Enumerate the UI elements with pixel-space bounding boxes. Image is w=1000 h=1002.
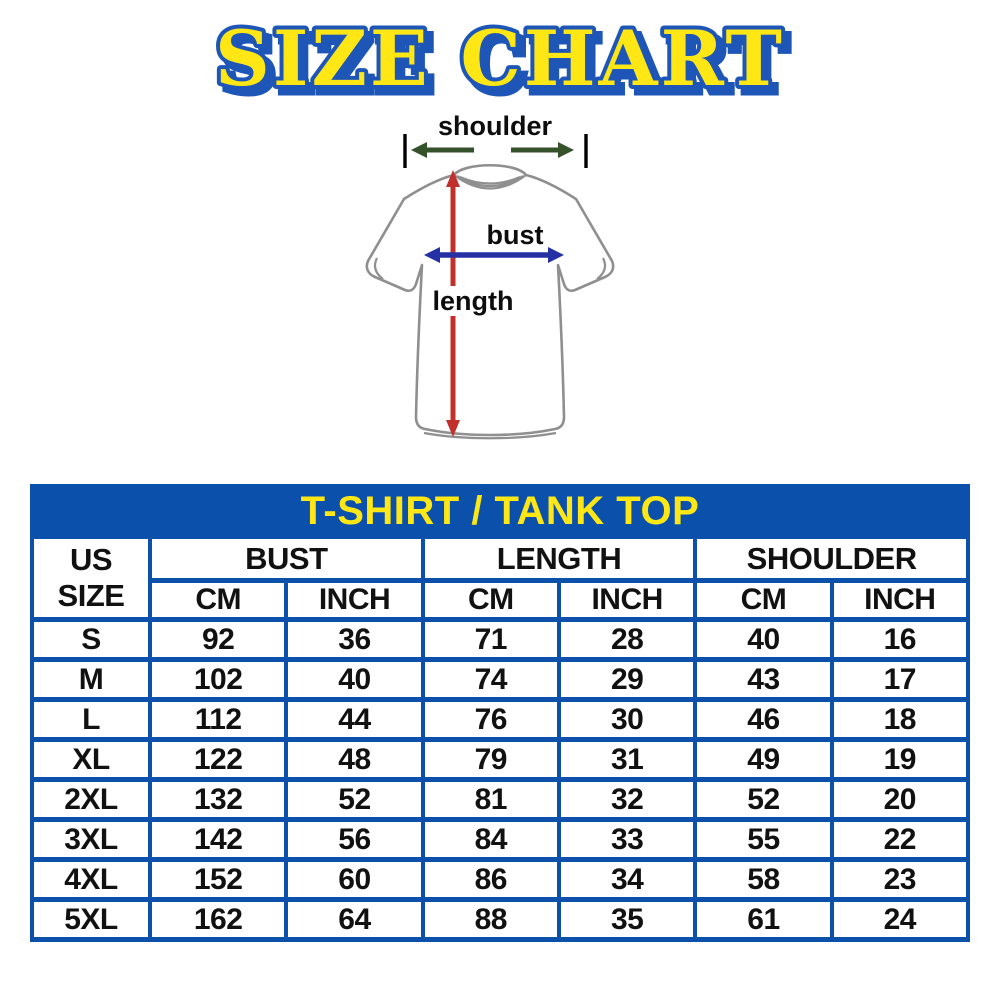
table-row: 5XL 162 64 88 35 61 24 xyxy=(30,897,971,942)
value-cell: 49 xyxy=(693,737,834,782)
value-cell: 29 xyxy=(556,657,698,702)
value-cell: 17 xyxy=(829,657,971,702)
size-cell: 4XL xyxy=(30,857,152,902)
sleeve-cuff-lines xyxy=(373,257,607,280)
size-table: T-SHIRT / TANK TOP US SIZE BUST LENGTH S… xyxy=(30,484,971,942)
unit-header-length-inch: INCH xyxy=(556,578,698,622)
value-cell: 43 xyxy=(693,657,834,702)
value-cell: 92 xyxy=(147,617,289,662)
value-cell: 55 xyxy=(693,817,834,862)
value-cell: 52 xyxy=(693,777,834,822)
value-cell: 71 xyxy=(420,617,561,662)
size-cell: M xyxy=(30,657,152,702)
size-cell: S xyxy=(30,617,152,662)
bust-label: bust xyxy=(487,220,544,250)
size-table-grid: T-SHIRT / TANK TOP US SIZE BUST LENGTH S… xyxy=(30,484,971,942)
shoulder-arrows xyxy=(403,134,588,168)
value-cell: 24 xyxy=(829,897,971,942)
value-cell: 102 xyxy=(147,657,289,702)
table-row: 4XL 152 60 86 34 58 23 xyxy=(30,857,971,902)
table-row: M 102 40 74 29 43 17 xyxy=(30,657,971,702)
collar-lines xyxy=(453,174,527,190)
col-group-bust: BUST xyxy=(148,534,425,583)
value-cell: 142 xyxy=(147,817,289,862)
unit-header-shoulder-inch: INCH xyxy=(829,578,971,622)
table-row: S 92 36 71 28 40 16 xyxy=(30,617,971,662)
value-cell: 122 xyxy=(147,737,289,782)
value-cell: 36 xyxy=(284,617,425,662)
value-cell: 81 xyxy=(420,777,561,822)
group-header-row: US SIZE BUST LENGTH SHOULDER xyxy=(30,534,970,622)
col-header-us-size: US SIZE xyxy=(30,534,152,622)
hem-line xyxy=(423,431,557,440)
table-banner-row: T-SHIRT / TANK TOP xyxy=(30,484,970,539)
size-cell: 5XL xyxy=(30,897,152,942)
size-cell: L xyxy=(30,697,152,742)
value-cell: 32 xyxy=(556,777,698,822)
value-cell: 60 xyxy=(284,857,425,902)
table-row: XL 122 48 79 31 49 19 xyxy=(30,737,971,782)
value-cell: 52 xyxy=(284,777,425,822)
value-cell: 35 xyxy=(556,897,698,942)
bust-arrow xyxy=(424,247,564,263)
value-cell: 74 xyxy=(420,657,561,702)
size-cell: 3XL xyxy=(30,817,152,862)
value-cell: 30 xyxy=(556,697,698,742)
length-label: length xyxy=(433,286,514,316)
value-cell: 44 xyxy=(284,697,425,742)
unit-header-shoulder-cm: CM xyxy=(693,578,834,622)
length-label-bg xyxy=(434,286,512,316)
value-cell: 64 xyxy=(284,897,425,942)
value-cell: 79 xyxy=(420,737,561,782)
table-title: T-SHIRT / TANK TOP xyxy=(30,484,970,539)
value-cell: 34 xyxy=(556,857,698,902)
value-cell: 162 xyxy=(147,897,289,942)
unit-header-bust-inch: INCH xyxy=(284,578,425,622)
table-row: 2XL 132 52 81 32 52 20 xyxy=(30,777,971,822)
value-cell: 18 xyxy=(829,697,971,742)
page-title-shadow: SIZE CHART xyxy=(221,20,791,109)
value-cell: 28 xyxy=(556,617,698,662)
value-cell: 112 xyxy=(147,697,289,742)
value-cell: 132 xyxy=(147,777,289,822)
col-group-length: LENGTH xyxy=(420,534,698,583)
value-cell: 33 xyxy=(556,817,698,862)
value-cell: 19 xyxy=(829,737,971,782)
table-row: L 112 44 76 30 46 18 xyxy=(30,697,971,742)
value-cell: 84 xyxy=(420,817,561,862)
size-cell: XL xyxy=(30,737,152,782)
shoulder-label: shoulder xyxy=(438,112,553,141)
unit-header-row: CM INCH CM INCH CM INCH xyxy=(32,578,971,622)
size-cell: 2XL xyxy=(30,777,152,822)
page-title: SIZE CHART xyxy=(215,14,785,103)
value-cell: 31 xyxy=(556,737,698,782)
value-cell: 40 xyxy=(693,617,834,662)
value-cell: 88 xyxy=(420,897,561,942)
value-cell: 40 xyxy=(284,657,425,702)
value-cell: 86 xyxy=(420,857,561,902)
col-group-shoulder: SHOULDER xyxy=(693,534,970,583)
value-cell: 48 xyxy=(284,737,425,782)
value-cell: 56 xyxy=(284,817,425,862)
value-cell: 152 xyxy=(147,857,289,902)
value-cell: 23 xyxy=(829,857,971,902)
value-cell: 76 xyxy=(420,697,561,742)
page-title-art: SIZE CHART SIZE CHART xyxy=(211,12,792,112)
value-cell: 61 xyxy=(693,897,834,942)
unit-header-bust-cm: CM xyxy=(147,578,289,622)
value-cell: 20 xyxy=(829,777,971,822)
value-cell: 58 xyxy=(693,857,834,902)
tshirt-measurement-diagram: bust length shoulder xyxy=(365,112,615,440)
value-cell: 46 xyxy=(693,697,834,742)
value-cell: 22 xyxy=(829,817,971,862)
table-row: 3XL 142 56 84 33 55 22 xyxy=(30,817,971,862)
unit-header-length-cm: CM xyxy=(420,578,561,622)
value-cell: 16 xyxy=(829,617,971,662)
